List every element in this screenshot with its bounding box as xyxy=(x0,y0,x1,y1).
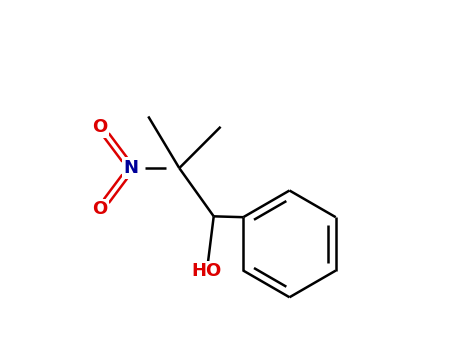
Text: O: O xyxy=(92,201,108,218)
Text: HO: HO xyxy=(192,262,222,280)
Text: N: N xyxy=(124,159,139,177)
Text: O: O xyxy=(92,118,108,136)
